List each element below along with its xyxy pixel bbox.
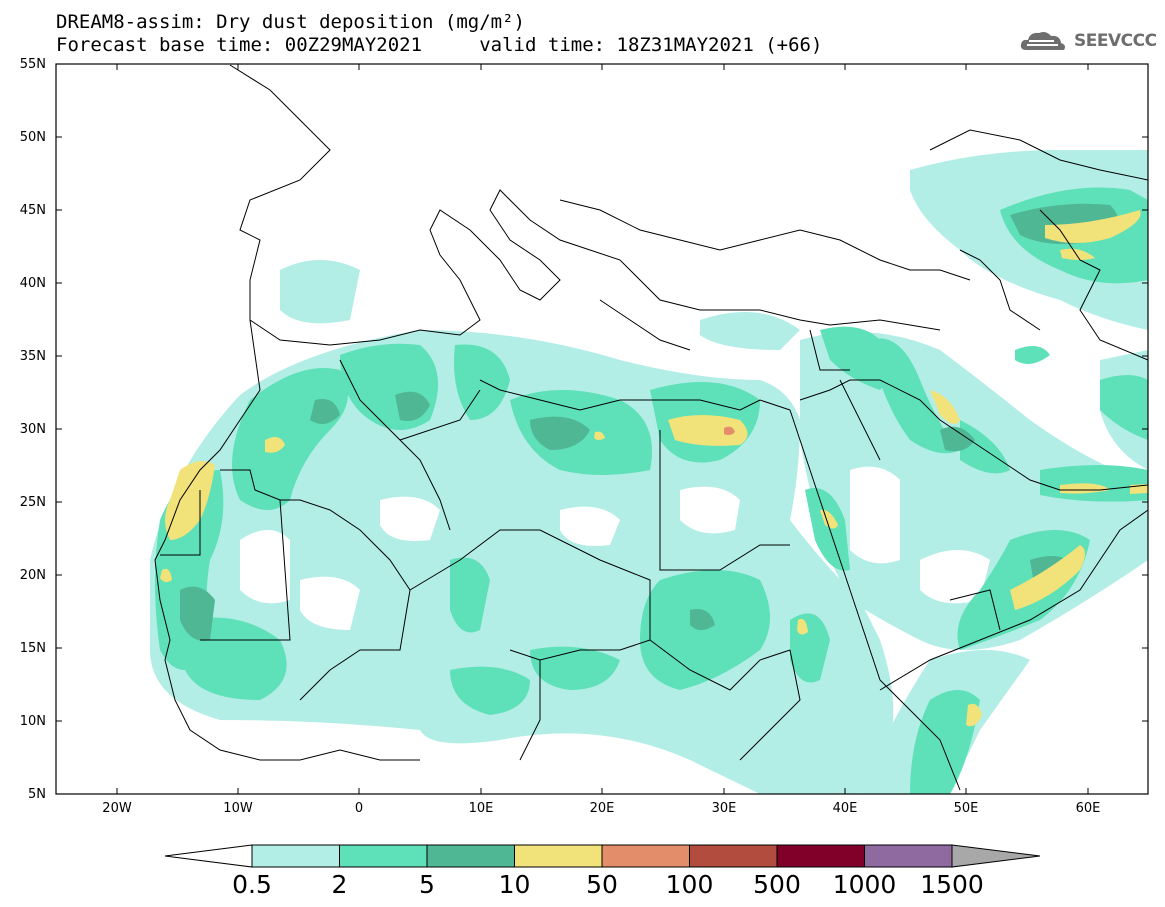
colorbar-label: 1500 [920,870,984,899]
colorbar-label: 2 [331,870,348,899]
coastlines-and-borders [154,64,1148,791]
colorbar-label: 0.5 [232,870,272,899]
lat-tick-label: 30N [19,422,46,437]
lat-tick-label: 45N [19,203,46,218]
lat-tick-label: 5N [28,787,46,802]
axis-ticks [56,63,1148,795]
deposition-field-gaps [240,466,990,630]
lat-tick-label: 50N [19,130,46,145]
lat-tick-label: 55N [19,57,46,72]
colorbar-label: 50 [586,870,618,899]
cloud-icon [1020,32,1065,50]
colorbar-label: 1000 [832,870,897,899]
seevccc-logo: SEEVCCC [1074,31,1157,51]
colorbar-label: 5 [419,870,435,899]
colorbar-label: 10 [498,870,531,899]
title-line-1: DREAM8-assim: Dry dust deposition (mg/m²… [56,11,525,33]
lat-tick-label: 20N [19,568,46,583]
lat-tick-label: 35N [19,349,46,364]
lon-tick-label: 10W [223,801,253,816]
lon-tick-label: 20W [102,801,132,816]
colorbar-label: 100 [665,870,714,899]
lat-tick-label: 40N [19,276,46,291]
title-line-2: Forecast base time: 00Z29MAY2021 valid t… [56,34,823,56]
lon-tick-label: 20E [589,801,615,816]
lon-tick-label: 40E [832,801,858,816]
lat-tick-label: 10N [19,714,46,729]
lon-tick-label: 0 [354,801,364,816]
lat-tick-label: 15N [19,641,46,656]
lon-tick-label: 30E [711,801,737,816]
lon-tick-label: 10E [468,801,494,816]
lon-tick-label: 60E [1075,801,1101,816]
lon-tick-label: 50E [953,801,979,816]
lat-tick-label: 25N [19,495,46,510]
deposition-field-salmon [724,426,735,436]
colorbar-label: 500 [753,870,801,899]
